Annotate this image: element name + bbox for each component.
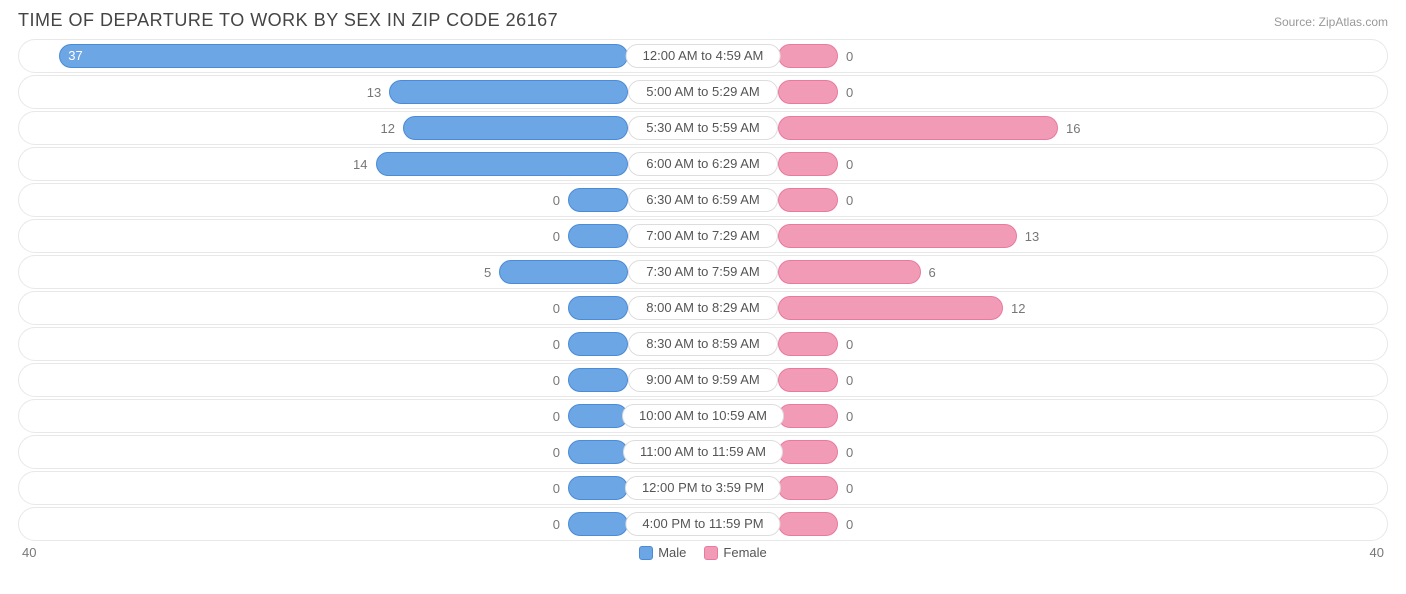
category-label: 9:00 AM to 9:59 AM xyxy=(628,368,778,392)
category-label: 8:30 AM to 8:59 AM xyxy=(628,332,778,356)
male-bar xyxy=(568,440,628,464)
male-value: 0 xyxy=(553,373,560,388)
legend-male: Male xyxy=(639,545,686,560)
female-value: 0 xyxy=(846,373,853,388)
legend-male-label: Male xyxy=(658,545,686,560)
male-value: 0 xyxy=(553,193,560,208)
chart-row: 0 0 8:30 AM to 8:59 AM xyxy=(18,327,1388,361)
male-bar xyxy=(376,152,629,176)
chart-row: 0 13 7:00 AM to 7:29 AM xyxy=(18,219,1388,253)
female-bar xyxy=(778,152,838,176)
male-value: 0 xyxy=(553,229,560,244)
axis-max-left: 40 xyxy=(22,545,36,560)
chart-row: 14 0 6:00 AM to 6:29 AM xyxy=(18,147,1388,181)
male-bar xyxy=(568,512,628,536)
legend: Male Female xyxy=(639,545,767,560)
category-label: 5:00 AM to 5:29 AM xyxy=(628,80,778,104)
source-attribution: Source: ZipAtlas.com xyxy=(1274,15,1388,29)
category-label: 5:30 AM to 5:59 AM xyxy=(628,116,778,140)
male-bar xyxy=(568,188,628,212)
chart-row: 12 16 5:30 AM to 5:59 AM xyxy=(18,111,1388,145)
male-value: 12 xyxy=(381,121,395,136)
category-label: 7:00 AM to 7:29 AM xyxy=(628,224,778,248)
female-value: 0 xyxy=(846,445,853,460)
category-label: 8:00 AM to 8:29 AM xyxy=(628,296,778,320)
chart-row: 0 0 12:00 PM to 3:59 PM xyxy=(18,471,1388,505)
chart-row: 0 0 11:00 AM to 11:59 AM xyxy=(18,435,1388,469)
female-value: 0 xyxy=(846,85,853,100)
legend-female: Female xyxy=(704,545,766,560)
female-value: 0 xyxy=(846,481,853,496)
male-value: 0 xyxy=(553,481,560,496)
male-bar xyxy=(403,116,628,140)
male-value: 0 xyxy=(553,409,560,424)
male-value: 0 xyxy=(553,517,560,532)
female-bar xyxy=(778,296,1003,320)
female-bar xyxy=(778,440,838,464)
female-bar xyxy=(778,368,838,392)
category-label: 6:00 AM to 6:29 AM xyxy=(628,152,778,176)
chart-row: 0 12 8:00 AM to 8:29 AM xyxy=(18,291,1388,325)
male-swatch xyxy=(639,546,653,560)
female-bar xyxy=(778,404,838,428)
female-value: 0 xyxy=(846,517,853,532)
category-label: 10:00 AM to 10:59 AM xyxy=(622,404,784,428)
male-bar xyxy=(568,368,628,392)
female-bar xyxy=(778,80,838,104)
male-value: 0 xyxy=(553,301,560,316)
category-label: 12:00 AM to 4:59 AM xyxy=(626,44,781,68)
female-value: 0 xyxy=(846,157,853,172)
female-value: 6 xyxy=(929,265,936,280)
female-value: 0 xyxy=(846,193,853,208)
female-bar xyxy=(778,44,838,68)
chart-row: 0 0 9:00 AM to 9:59 AM xyxy=(18,363,1388,397)
chart-row: 0 0 6:30 AM to 6:59 AM xyxy=(18,183,1388,217)
category-label: 4:00 PM to 11:59 PM xyxy=(625,512,780,536)
female-value: 16 xyxy=(1066,121,1080,136)
female-bar xyxy=(778,224,1017,248)
diverging-bar-chart: 37 0 12:00 AM to 4:59 AM 13 0 5:00 AM to 5:29… xyxy=(18,39,1388,541)
female-swatch xyxy=(704,546,718,560)
chart-title: TIME OF DEPARTURE TO WORK BY SEX IN ZIP … xyxy=(18,10,558,31)
male-value: 14 xyxy=(353,157,367,172)
chart-row: 37 0 12:00 AM to 4:59 AM xyxy=(18,39,1388,73)
female-bar xyxy=(778,332,838,356)
category-label: 12:00 PM to 3:59 PM xyxy=(625,476,781,500)
male-bar: 37 xyxy=(59,44,628,68)
chart-row: 13 0 5:00 AM to 5:29 AM xyxy=(18,75,1388,109)
female-value: 13 xyxy=(1025,229,1039,244)
male-bar xyxy=(568,404,628,428)
female-value: 0 xyxy=(846,49,853,64)
male-bar xyxy=(499,260,628,284)
male-bar xyxy=(389,80,628,104)
male-bar xyxy=(568,296,628,320)
male-bar xyxy=(568,224,628,248)
female-value: 0 xyxy=(846,337,853,352)
female-value: 12 xyxy=(1011,301,1025,316)
male-value: 13 xyxy=(367,85,381,100)
male-value: 37 xyxy=(68,48,82,63)
category-label: 7:30 AM to 7:59 AM xyxy=(628,260,778,284)
chart-row: 5 6 7:30 AM to 7:59 AM xyxy=(18,255,1388,289)
female-bar xyxy=(778,512,838,536)
male-value: 0 xyxy=(553,337,560,352)
category-label: 6:30 AM to 6:59 AM xyxy=(628,188,778,212)
category-label: 11:00 AM to 11:59 AM xyxy=(623,440,783,464)
female-bar xyxy=(778,188,838,212)
male-value: 5 xyxy=(484,265,491,280)
female-value: 0 xyxy=(846,409,853,424)
female-bar xyxy=(778,260,921,284)
male-value: 0 xyxy=(553,445,560,460)
chart-row: 0 0 4:00 PM to 11:59 PM xyxy=(18,507,1388,541)
legend-female-label: Female xyxy=(723,545,766,560)
female-bar xyxy=(778,116,1058,140)
chart-row: 0 0 10:00 AM to 10:59 AM xyxy=(18,399,1388,433)
axis-max-right: 40 xyxy=(1370,545,1384,560)
male-bar xyxy=(568,332,628,356)
female-bar xyxy=(778,476,838,500)
male-bar xyxy=(568,476,628,500)
